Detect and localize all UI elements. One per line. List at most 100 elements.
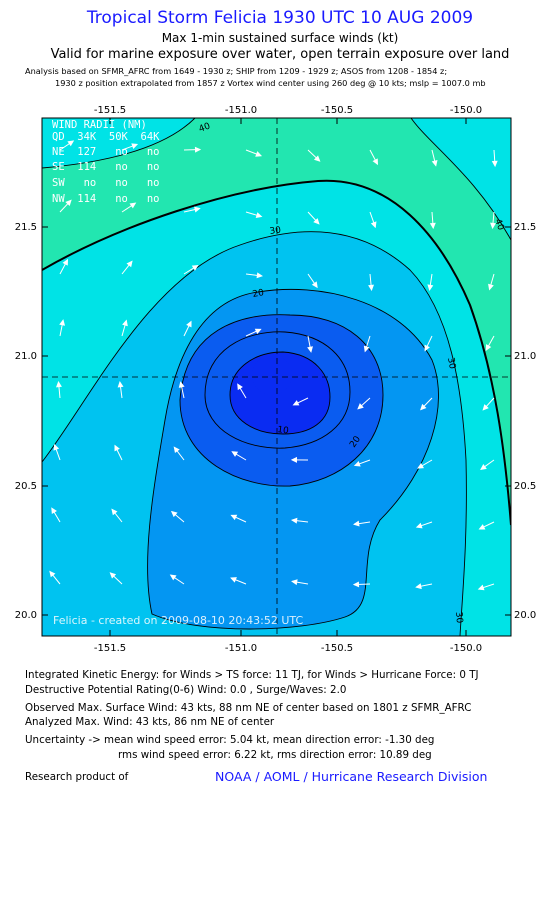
wind-arrow bbox=[49, 570, 61, 585]
wind-arrow bbox=[490, 211, 496, 230]
wind-arrow bbox=[169, 574, 185, 585]
wind-arrow bbox=[245, 328, 262, 337]
wind-arrow bbox=[121, 143, 139, 151]
wind-arrow bbox=[488, 273, 495, 291]
x-tick-bottom: -151.0 bbox=[225, 643, 257, 654]
contour-inner bbox=[204, 331, 351, 449]
contour-label: 30 bbox=[445, 357, 457, 370]
created-stamp: Felicia - created on 2009-08-10 20:43:52… bbox=[53, 614, 303, 627]
axis-tick-labels: -151.5 -151.0 -150.5 -150.0 -151.5 -151.… bbox=[15, 105, 537, 654]
wind-field-map: 40 30 20 10 20 30 30 40 -151.5 -151.0 -1… bbox=[15, 105, 537, 654]
x-tick-bottom: -150.0 bbox=[450, 643, 482, 654]
contour-label: 30 bbox=[269, 225, 282, 237]
wind-arrow bbox=[482, 397, 495, 411]
analysis-sources: Analysis based on SFMR_AFRC from 1649 - … bbox=[25, 66, 448, 76]
research-label: Research product of bbox=[25, 771, 129, 783]
wind-arrow bbox=[427, 273, 434, 291]
org-credit: NOAA / AOML / Hurricane Research Divisio… bbox=[215, 769, 488, 784]
wind-arrow bbox=[121, 260, 133, 275]
y-tick-right: 20.5 bbox=[514, 481, 536, 492]
wind-radii-header: QD 34K 50K 64K bbox=[52, 131, 160, 143]
wind-arrow bbox=[59, 258, 69, 275]
plot-frame bbox=[41, 117, 512, 637]
contour-lines bbox=[42, 118, 511, 636]
wind-radii-row: SW no no no bbox=[52, 177, 159, 189]
contour-40-ne bbox=[410, 118, 511, 241]
wind-arrow bbox=[477, 583, 495, 591]
contour-label: 40 bbox=[198, 121, 212, 134]
uncertainty-rms: rms wind speed error: 6.22 kt, rms direc… bbox=[118, 749, 432, 761]
contour-30 bbox=[42, 231, 467, 636]
wind-arrow bbox=[480, 459, 495, 470]
observed-max-wind: Observed Max. Surface Wind: 43 kts, 88 n… bbox=[25, 702, 472, 714]
wind-arrow bbox=[357, 397, 371, 410]
center-crosshair bbox=[42, 118, 511, 636]
x-tick-bottom: -151.5 bbox=[94, 643, 126, 654]
wind-arrow bbox=[352, 581, 371, 588]
band-eye bbox=[252, 355, 292, 395]
wind-arrow bbox=[59, 319, 66, 337]
wind-arrow bbox=[173, 446, 185, 461]
contour-40-main bbox=[42, 179, 511, 526]
wind-arrow bbox=[485, 335, 495, 351]
contour-label: 40 bbox=[492, 218, 505, 232]
y-tick-left: 20.0 bbox=[15, 610, 37, 621]
wind-arrow bbox=[231, 451, 247, 461]
y-tick-right: 20.0 bbox=[514, 610, 536, 621]
wind-arrow bbox=[53, 443, 61, 461]
contour-10 bbox=[179, 314, 384, 487]
wind-arrow bbox=[307, 273, 318, 289]
contour-labels: 40 30 20 10 20 30 30 40 bbox=[198, 121, 506, 624]
wind-arrow bbox=[230, 514, 247, 523]
contour-label: 20 bbox=[252, 288, 265, 300]
x-tick-bottom: -150.5 bbox=[321, 643, 353, 654]
wind-arrow bbox=[183, 320, 192, 337]
wind-arrow bbox=[121, 202, 137, 213]
chart-subtitle: Max 1-min sustained surface winds (kt) bbox=[161, 31, 399, 45]
position-note: 1930 z position extrapolated from 1857 z… bbox=[55, 78, 486, 88]
contour-label: 30 bbox=[453, 611, 464, 624]
wind-radii-title: WIND RADII (NM) bbox=[52, 119, 147, 131]
wind-arrow bbox=[478, 521, 495, 530]
y-tick-left: 21.5 bbox=[15, 222, 37, 233]
y-tick-left: 20.5 bbox=[15, 481, 37, 492]
wind-arrow bbox=[431, 149, 438, 167]
wind-arrow bbox=[420, 397, 433, 411]
wind-arrow bbox=[353, 459, 371, 467]
wind-arrow bbox=[109, 572, 123, 585]
wind-radii-row: SE 114 no no bbox=[52, 161, 159, 173]
wind-arrow bbox=[245, 211, 263, 218]
chart-title: Tropical Storm Felicia 1930 UTC 10 AUG 2… bbox=[86, 8, 474, 28]
wind-arrow bbox=[290, 517, 309, 524]
wind-arrow bbox=[56, 380, 62, 399]
wind-arrow bbox=[183, 146, 202, 153]
wind-arrow bbox=[111, 508, 123, 523]
wind-arrow bbox=[424, 335, 433, 352]
wind-arrow bbox=[415, 583, 433, 590]
wind-arrow bbox=[429, 211, 436, 230]
wind-arrow bbox=[230, 577, 247, 585]
wind-arrow bbox=[121, 319, 128, 337]
x-tick-top: -151.0 bbox=[225, 105, 257, 116]
wind-arrow bbox=[291, 579, 309, 586]
wind-arrow bbox=[59, 140, 75, 151]
wind-arrow bbox=[237, 383, 247, 399]
wind-arrow bbox=[178, 381, 185, 399]
wind-arrow bbox=[491, 149, 498, 168]
x-tick-top: -150.0 bbox=[450, 105, 482, 116]
wind-arrow bbox=[307, 149, 321, 162]
y-tick-right: 21.0 bbox=[514, 351, 536, 362]
wind-arrow bbox=[290, 456, 309, 463]
wind-arrow bbox=[170, 510, 185, 523]
wind-arrow bbox=[245, 272, 264, 279]
wind-vectors bbox=[49, 140, 498, 591]
ike-line: Integrated Kinetic Energy: for Winds > T… bbox=[25, 669, 479, 681]
wind-arrow bbox=[363, 335, 371, 353]
wind-arrow bbox=[114, 444, 123, 461]
contour-40-nw bbox=[42, 118, 196, 169]
validity-note: Valid for marine exposure over water, op… bbox=[50, 47, 510, 62]
wind-arrow bbox=[307, 335, 313, 353]
wind-arrow bbox=[368, 273, 375, 292]
wind-arrow bbox=[59, 199, 72, 213]
contour-20 bbox=[147, 289, 439, 630]
